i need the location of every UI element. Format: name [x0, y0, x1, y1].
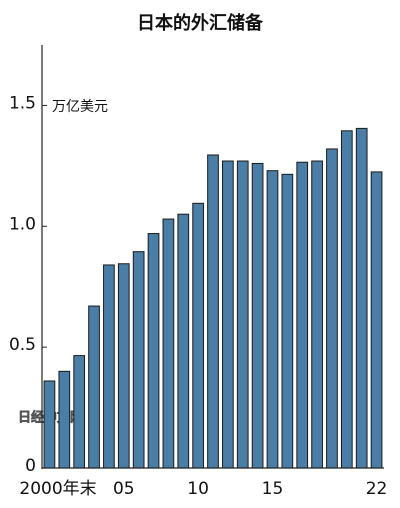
bar [177, 213, 190, 469]
unit-label: 万亿美元 [52, 99, 108, 115]
bar [162, 218, 175, 469]
bar [132, 251, 145, 469]
bar [103, 264, 115, 469]
x-tick-label: 10 [187, 479, 209, 499]
bar [58, 370, 71, 469]
y-tick-label: 0 [25, 456, 36, 476]
bar [88, 305, 100, 469]
y-tick-label: 1.0 [9, 214, 36, 234]
bar [266, 170, 279, 469]
x-tick-label: 2000年末 [19, 479, 96, 499]
bar [251, 162, 264, 469]
bar [43, 380, 56, 469]
x-tick-label: 05 [113, 479, 135, 499]
bar [370, 171, 383, 469]
x-tick-label: 22 [366, 479, 388, 499]
bar [222, 160, 234, 469]
bar [117, 263, 130, 469]
bar [311, 160, 323, 469]
bar [326, 148, 338, 469]
bar [340, 130, 353, 469]
y-tick-label: 1.5 [9, 93, 36, 113]
bar [281, 173, 294, 469]
bar [207, 154, 219, 469]
bar [236, 160, 249, 469]
chart-title: 日本的外汇储备 [137, 12, 264, 34]
y-tick-label: 0.5 [9, 335, 36, 355]
bar [355, 127, 368, 469]
bar [296, 161, 309, 469]
bar [147, 233, 160, 469]
bar [192, 202, 204, 469]
bar [73, 355, 86, 469]
x-tick-label: 15 [262, 479, 284, 499]
